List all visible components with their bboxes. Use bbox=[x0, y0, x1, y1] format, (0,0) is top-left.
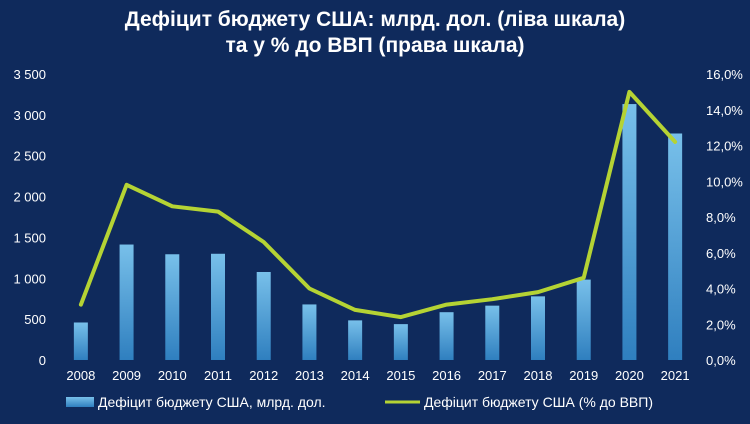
bar bbox=[531, 296, 545, 360]
left-tick-label: 1 500 bbox=[13, 230, 46, 245]
bar bbox=[302, 304, 317, 360]
x-tick-label: 2017 bbox=[478, 368, 507, 383]
left-axis-ticks: 0 500 1 000 1 500 2 000 2 500 3 000 3 500 bbox=[13, 67, 46, 368]
bar bbox=[576, 279, 591, 360]
right-tick-label: 10,0% bbox=[706, 174, 743, 189]
bar bbox=[73, 322, 88, 360]
bar bbox=[256, 271, 271, 360]
x-tick-label: 2008 bbox=[66, 368, 95, 383]
right-tick-label: 4,0% bbox=[706, 282, 736, 297]
left-tick-label: 1 000 bbox=[13, 271, 46, 286]
left-tick-label: 2 500 bbox=[13, 149, 46, 164]
right-axis-ticks: 0,0% 2,0% 4,0% 6,0% 8,0% 10,0% 12,0% 14,0% 16,0% bbox=[706, 67, 743, 368]
legend: Дефіцит бюджету США, млрд. дол. Дефіцит … bbox=[66, 394, 653, 410]
x-tick-label: 2010 bbox=[158, 368, 187, 383]
chart-title-line-1: Дефіцит бюджету США: млрд. дол. (ліва шк… bbox=[125, 8, 625, 31]
bar bbox=[622, 104, 637, 360]
left-tick-label: 2 000 bbox=[13, 190, 46, 205]
right-tick-label: 0,0% bbox=[706, 353, 736, 368]
line-series bbox=[78, 89, 678, 320]
left-tick-label: 3 000 bbox=[13, 108, 46, 123]
bar bbox=[165, 254, 180, 360]
bar bbox=[485, 305, 500, 360]
right-tick-label: 16,0% bbox=[706, 67, 743, 82]
bar bbox=[119, 244, 134, 360]
bar bbox=[668, 133, 683, 360]
right-tick-label: 2,0% bbox=[706, 317, 736, 332]
x-tick-label: 2016 bbox=[432, 368, 461, 383]
x-tick-label: 2013 bbox=[295, 368, 324, 383]
right-tick-label: 8,0% bbox=[706, 210, 736, 225]
x-axis-ticks: 2008 2009 2010 2011 2012 2013 2014 2015 2016 2017… bbox=[66, 368, 689, 383]
left-tick-label: 3 500 bbox=[13, 67, 46, 82]
x-tick-label: 2012 bbox=[249, 368, 278, 383]
legend-line-label: Дефіцит бюджету США (% до ВВП) bbox=[424, 394, 653, 410]
x-tick-label: 2018 bbox=[524, 368, 553, 383]
x-tick-label: 2021 bbox=[661, 368, 690, 383]
bar bbox=[439, 312, 454, 360]
x-tick-label: 2014 bbox=[341, 368, 370, 383]
left-tick-label: 500 bbox=[24, 312, 46, 327]
x-tick-label: 2011 bbox=[204, 368, 232, 383]
right-tick-label: 12,0% bbox=[706, 139, 743, 154]
x-tick-label: 2009 bbox=[112, 368, 141, 383]
x-tick-label: 2015 bbox=[386, 368, 415, 383]
legend-bar-swatch bbox=[66, 397, 94, 407]
chart-title-line-2: та у % до ВВП (права шкала) bbox=[225, 34, 524, 57]
bar bbox=[348, 320, 363, 360]
legend-bar-label: Дефіцит бюджету США, млрд. дол. bbox=[98, 394, 326, 410]
left-tick-label: 0 bbox=[39, 353, 46, 368]
right-tick-label: 6,0% bbox=[706, 246, 736, 261]
right-tick-label: 14,0% bbox=[706, 103, 743, 118]
bar-series bbox=[73, 104, 683, 360]
bar bbox=[393, 324, 408, 360]
bar bbox=[211, 253, 225, 360]
x-tick-label: 2020 bbox=[615, 368, 644, 383]
series-line bbox=[78, 89, 678, 320]
x-tick-label: 2019 bbox=[569, 368, 598, 383]
